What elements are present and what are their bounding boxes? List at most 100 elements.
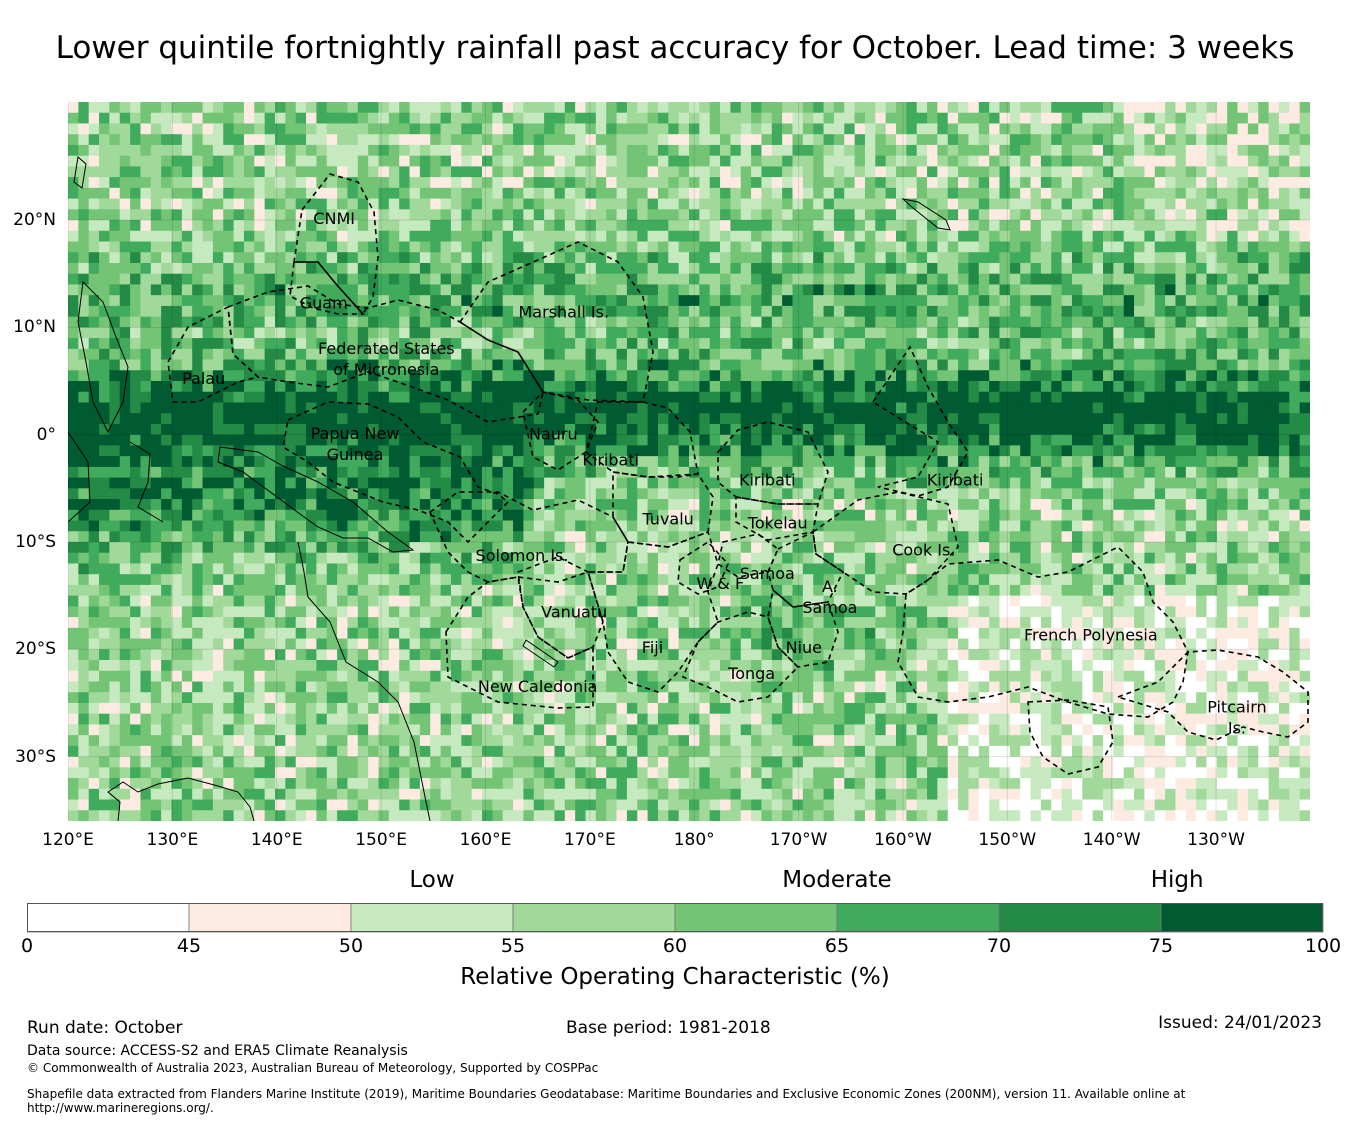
eez-new-caledonia bbox=[445, 576, 594, 709]
colorbar-tick-label: 0 bbox=[20, 935, 34, 957]
lat-tick-label: 20°S bbox=[15, 639, 56, 660]
region-label: Papua New Guinea bbox=[311, 424, 400, 464]
run-date: Run date: October bbox=[27, 1018, 183, 1038]
colorbar-bin bbox=[27, 903, 190, 933]
roc-map: CNMI Guam Marshall Is. Federated States of M… bbox=[68, 102, 1310, 821]
region-label: Cook Is. bbox=[892, 540, 955, 559]
eez-fiji bbox=[586, 530, 719, 693]
colorbar-tick-label: 50 bbox=[338, 935, 364, 957]
lon-tick-label: 140°E bbox=[250, 830, 303, 850]
region-label: New Caledonia bbox=[478, 677, 598, 696]
lat-tick-label: 10°N bbox=[13, 317, 56, 338]
data-source: Data source: ACCESS-S2 and ERA5 Climate … bbox=[27, 1043, 408, 1059]
eez-boundaries bbox=[167, 173, 1309, 775]
lat-tick-label: 20°N bbox=[13, 210, 56, 231]
lon-tick-label: 170°E bbox=[563, 830, 616, 850]
lat-tick-label: 10°S bbox=[15, 531, 56, 552]
colorbar bbox=[27, 903, 1324, 933]
lon-tick-label: 150°E bbox=[355, 830, 407, 850]
region-label: Federated States of Micronesia bbox=[318, 339, 455, 379]
region-label: Tonga bbox=[727, 664, 775, 683]
eez-tonga bbox=[681, 611, 800, 703]
colorbar-tick-label: 65 bbox=[824, 935, 850, 957]
legend-category-label: Low bbox=[409, 867, 455, 893]
eez-vanuatu bbox=[517, 556, 604, 659]
eez-png bbox=[282, 401, 510, 544]
eez-french-polynesia bbox=[897, 546, 1189, 718]
colorbar-bin bbox=[188, 903, 352, 933]
lon-tick-label: 150°W bbox=[978, 830, 1037, 850]
taiwan-coastline bbox=[73, 156, 87, 189]
colorbar-tick-label: 70 bbox=[986, 935, 1012, 957]
eez-fsm bbox=[227, 285, 544, 423]
lon-tick-label: 130°W bbox=[1187, 830, 1245, 850]
base-period: Base period: 1981-2018 bbox=[566, 1018, 771, 1038]
region-label: A. Samoa bbox=[802, 577, 857, 617]
colorbar-tick-label: 45 bbox=[176, 935, 202, 957]
region-label: Tuvalu bbox=[641, 509, 693, 528]
issued-date: Issued: 24/01/2023 bbox=[1158, 1013, 1322, 1033]
legend-category-label: High bbox=[1150, 867, 1204, 893]
eez-asamoa bbox=[767, 530, 845, 608]
australia-east-coastline bbox=[297, 541, 431, 821]
region-label: Marshall Is. bbox=[518, 302, 609, 321]
region-label: W & F bbox=[696, 574, 744, 593]
eez-french-polynesia-south bbox=[1027, 699, 1114, 775]
region-label: CNMI bbox=[313, 209, 355, 228]
map-title: Lower quintile fortnightly rainfall past… bbox=[55, 30, 1295, 66]
region-label: Kiribati bbox=[739, 471, 796, 490]
colorbar-bin bbox=[836, 903, 1000, 933]
region-label: Kiribati bbox=[927, 471, 984, 490]
region-label: Tokelau bbox=[747, 514, 808, 533]
region-label: Nauru bbox=[529, 425, 578, 444]
roc-raster bbox=[68, 102, 1310, 821]
lon-tick-label: 170°W bbox=[769, 830, 828, 850]
eez-marshall bbox=[458, 241, 654, 403]
eez-palau bbox=[167, 305, 260, 403]
region-label: Solomon Is. bbox=[476, 546, 569, 565]
colorbar-bin bbox=[1160, 903, 1324, 933]
region-label: Samoa bbox=[740, 564, 795, 583]
lon-tick-label: 140°W bbox=[1082, 830, 1141, 850]
lat-tick-label: 0° bbox=[36, 424, 56, 445]
lon-tick-label: 120°E bbox=[42, 830, 94, 850]
coastlines bbox=[68, 156, 951, 821]
region-label: Palau bbox=[182, 369, 225, 388]
philippines-coastline bbox=[77, 280, 129, 434]
colorbar-bin bbox=[998, 903, 1162, 933]
borneo-coastline bbox=[68, 431, 91, 523]
lon-tick-label: 160°W bbox=[874, 830, 932, 850]
australia-coastline bbox=[107, 777, 255, 821]
eez-kiribati-gilbert bbox=[585, 401, 699, 478]
lon-tick-label: 130°E bbox=[146, 830, 199, 850]
colorbar-bin bbox=[350, 903, 514, 933]
colorbar-bin bbox=[512, 903, 676, 933]
region-label: Pitcairn Is. bbox=[1207, 697, 1267, 737]
new-guinea-coastline bbox=[217, 446, 415, 553]
lat-tick-label: 30°S bbox=[15, 746, 56, 767]
shapefile-credit: Shapefile data extracted from Flanders M… bbox=[27, 1087, 1186, 1101]
region-label: Niue bbox=[786, 638, 822, 657]
eez-kiribati-phoenix bbox=[717, 421, 829, 505]
lon-tick-label: 160°E bbox=[459, 830, 512, 850]
region-label: French Polynesia bbox=[1024, 625, 1158, 644]
colorbar-title: Relative Operating Characteristic (%) bbox=[460, 964, 890, 990]
lon-tick-label: 180° bbox=[673, 830, 715, 850]
new-caledonia-coastline bbox=[522, 639, 559, 668]
sulawesi-coastline bbox=[129, 441, 164, 523]
legend-category-label: Moderate bbox=[782, 867, 892, 893]
region-label: Vanuatu bbox=[541, 603, 607, 622]
eez-pitcairn bbox=[1115, 649, 1309, 741]
hawaii-coastline bbox=[901, 198, 951, 231]
region-label: Guam bbox=[300, 294, 348, 313]
colorbar-tick-label: 55 bbox=[500, 935, 526, 957]
eez-guam bbox=[289, 261, 365, 315]
shapefile-url: http://www.marineregions.org/. bbox=[27, 1101, 214, 1115]
colorbar-tick-label: 60 bbox=[662, 935, 688, 957]
copyright: © Commonwealth of Australia 2023, Austra… bbox=[27, 1061, 599, 1075]
region-label: Fiji bbox=[642, 638, 663, 657]
colorbar-tick-label: 75 bbox=[1148, 935, 1174, 957]
graticule bbox=[68, 102, 1310, 821]
eez-kiribati-line bbox=[871, 345, 969, 497]
colorbar-bin bbox=[674, 903, 838, 933]
